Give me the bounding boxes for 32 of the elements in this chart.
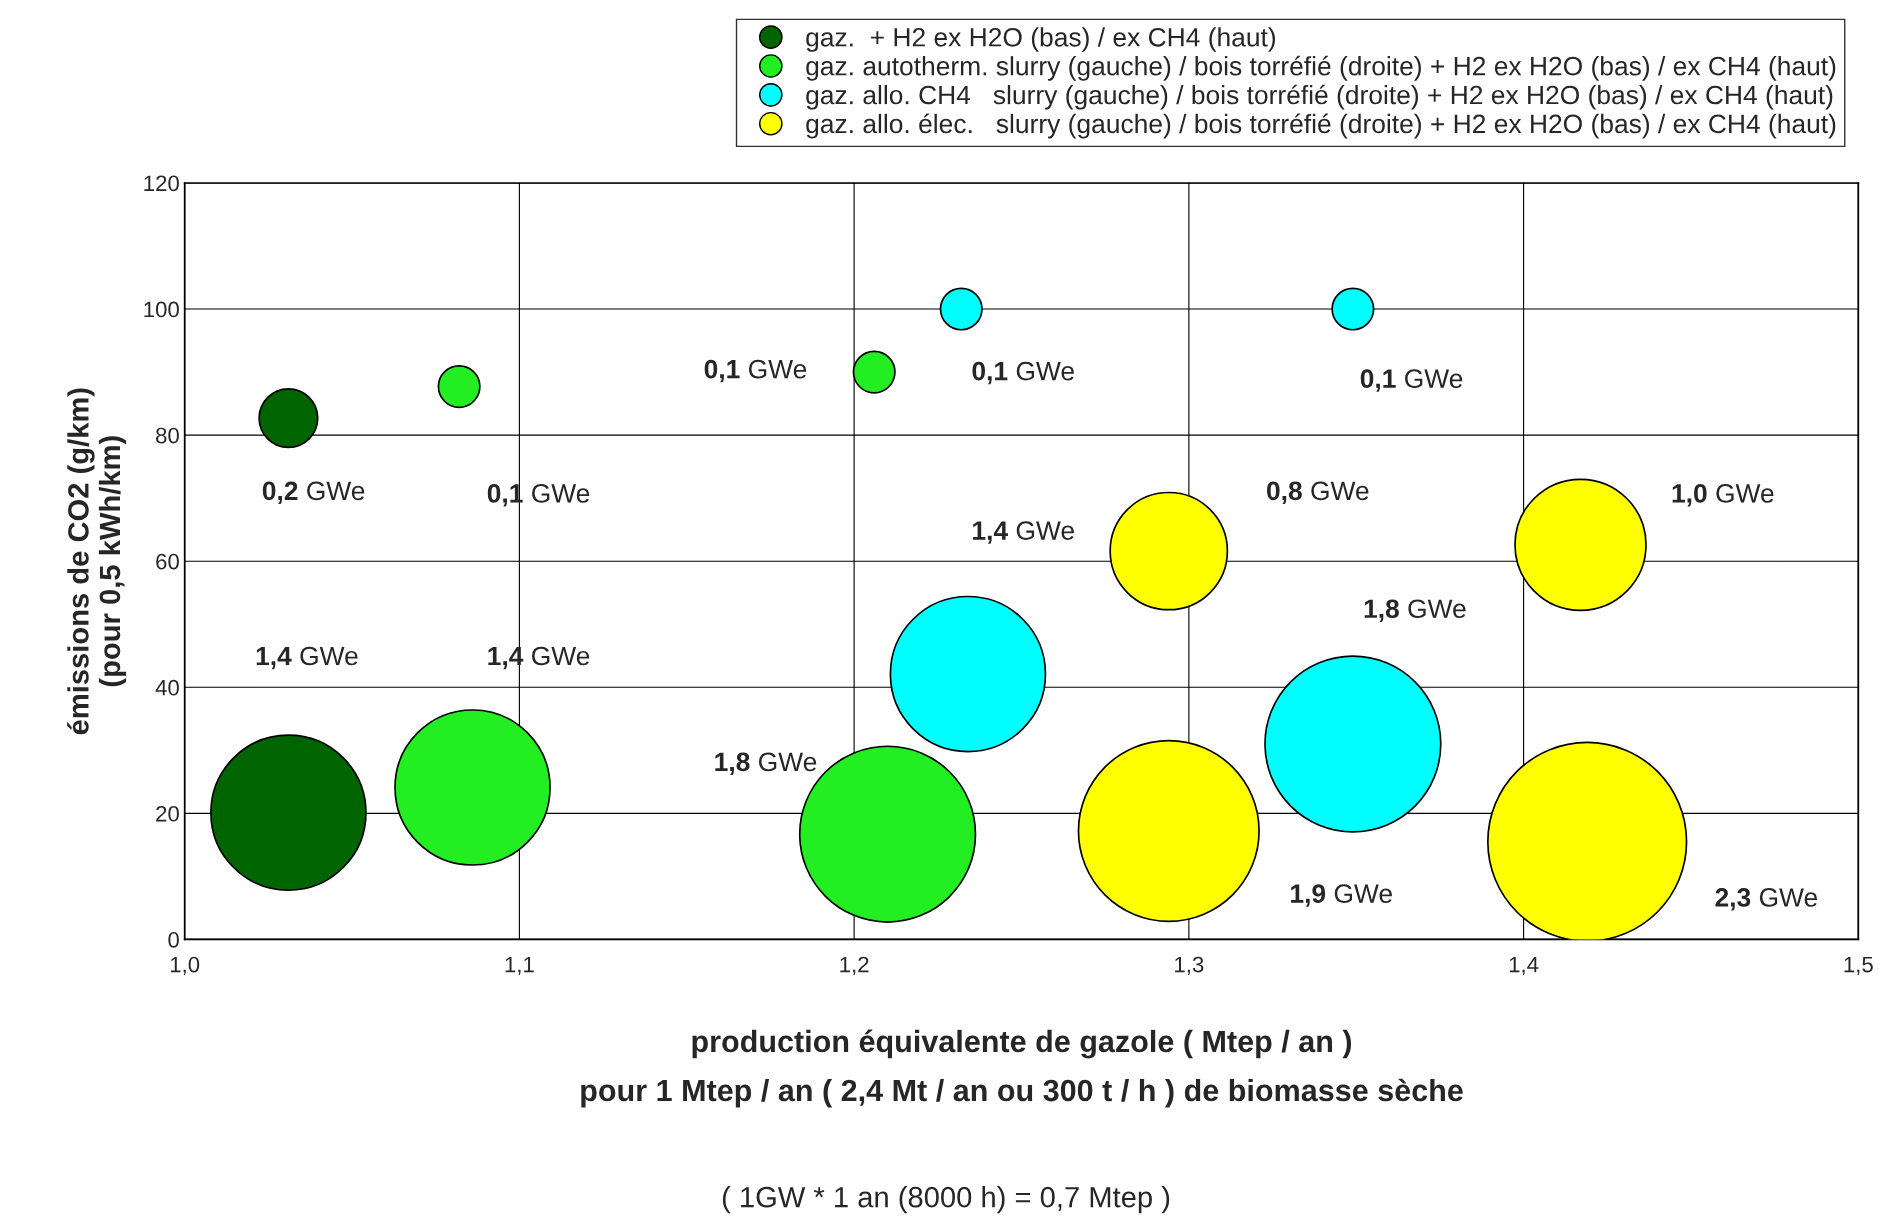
y-tick-label: 100 (144, 301, 179, 318)
data-label: 2,3 GWe (1715, 888, 1818, 911)
legend-label: gaz. allo. élec. slurry (gauche) / bois torréfié (droite) + H2 ex H2O (bas) / ex CH4 (haut) (806, 113, 1836, 139)
legend-label: gaz. allo. CH4 slurry (gauche) / bois torréfié (droite) + H2 ex H2O (bas) / ex CH4 (haut) (806, 84, 1833, 110)
y-tick-label: 80 (156, 427, 179, 444)
data-label: 0,8 GWe (1267, 481, 1369, 505)
y-tick-label: 20 (156, 805, 179, 822)
data-label: 1,9 GWe (1291, 884, 1392, 907)
data-label: 1,4 GWe (256, 646, 358, 670)
x-tick-label: 1,5 (1844, 956, 1873, 976)
y-axis-title: émissions de CO2 (g/km) (pour 0,5 kWh/km) (67, 388, 127, 735)
data-label: 0,1 GWe (972, 361, 1074, 385)
x-axis-title: production équivalente de gazole ( Mtep / an ) pour 1 Mtep / an ( 2,4 Mt / an ou 300 t / h ) de biomasse sèche (581, 1029, 1463, 1108)
text: ( 1GW * 1 an (8000 h) = 0,7 Mtep ) (722, 1186, 1170, 1214)
legend-label: gaz. autotherm. slurry (gauche) / bois torréfié (droite) + H2 ex H2O (bas) / ex CH4 (haut) (806, 55, 1836, 81)
x-tick-label: 1,4 (1509, 956, 1539, 976)
x-tick-label: 1,1 (505, 956, 534, 976)
data-label: 0,1 GWe (1360, 369, 1463, 392)
x-tick-label: 1,2 (840, 956, 869, 976)
y-tick-label: 120 (144, 175, 179, 192)
y-tick-label: 40 (155, 679, 179, 696)
y-tick-label: 60 (156, 553, 179, 570)
x-tick-label: 1,0 (170, 956, 200, 976)
y-tick-label: 0 (168, 931, 179, 948)
data-label: 1,0 GWe (1672, 484, 1774, 507)
data-label: 1,4 GWe (973, 521, 1074, 544)
data-label: 1,8 GWe (715, 752, 817, 776)
legend-label: gaz. + H2 ex H2O (bas) / ex CH4 (haut) (806, 27, 1276, 52)
data-label: 1,8 GWe (1364, 599, 1466, 622)
data-label: 0,1 GWe (704, 359, 807, 383)
data-label: 0,2 GWe (262, 481, 365, 505)
x-tick-label: 1,3 (1175, 956, 1204, 976)
